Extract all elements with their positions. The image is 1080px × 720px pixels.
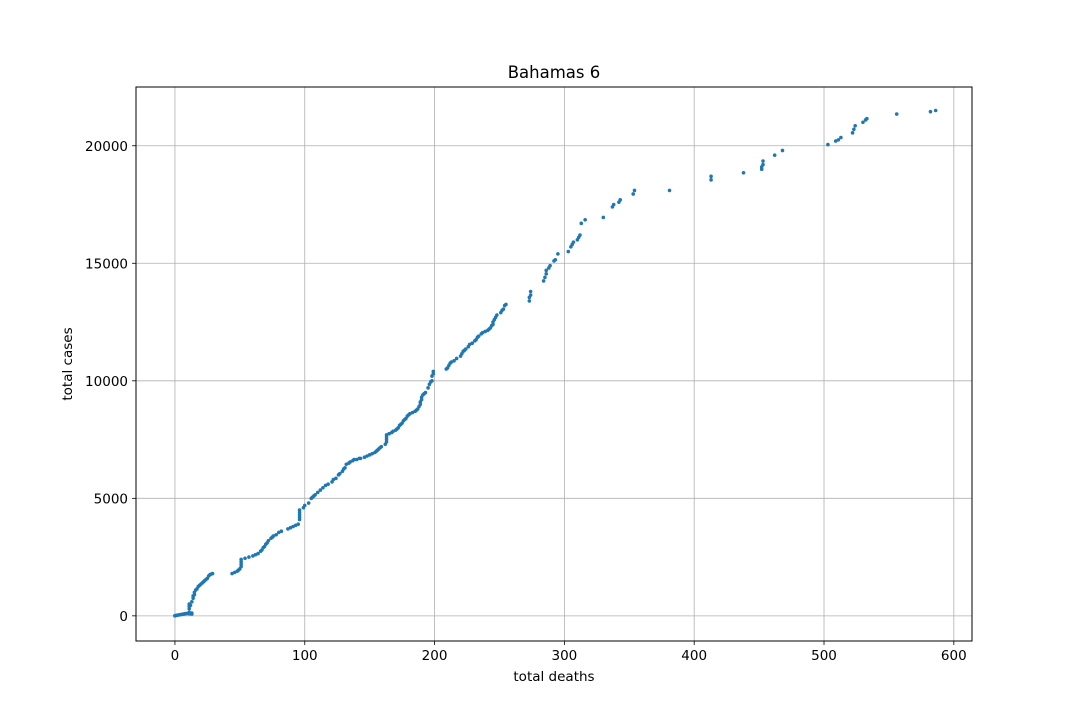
data-point xyxy=(470,341,475,345)
data-point xyxy=(761,159,765,163)
data-point xyxy=(928,109,933,114)
data-point xyxy=(352,457,356,462)
data-point xyxy=(861,120,865,125)
data-point xyxy=(541,279,546,283)
data-point xyxy=(836,138,841,142)
data-point xyxy=(865,116,869,121)
data-point xyxy=(266,538,271,543)
data-point xyxy=(495,313,499,317)
data-point xyxy=(423,390,428,395)
data-point xyxy=(548,263,552,268)
axis-ticks: 0 100 200 300 400 500 600 0 5000 10000 15000 20000 xyxy=(85,139,967,664)
data-point xyxy=(544,272,549,276)
data-point xyxy=(504,302,508,307)
x-tick-label: 100 xyxy=(292,648,318,664)
x-tick-label: 400 xyxy=(681,648,707,664)
data-point xyxy=(852,127,856,132)
data-point xyxy=(318,488,323,492)
data-points xyxy=(173,108,938,618)
data-point xyxy=(631,192,635,196)
data-point xyxy=(556,252,560,256)
data-point xyxy=(297,508,302,512)
data-point xyxy=(528,289,533,294)
data-point xyxy=(274,532,278,537)
data-point xyxy=(279,529,284,534)
x-tick-label: 0 xyxy=(171,648,180,664)
data-point xyxy=(611,202,616,207)
data-point xyxy=(601,215,606,220)
data-point xyxy=(188,603,193,608)
data-point xyxy=(853,123,857,128)
data-point xyxy=(452,359,456,363)
data-point xyxy=(566,249,571,254)
data-point xyxy=(894,112,899,116)
data-point xyxy=(190,611,194,615)
data-point xyxy=(210,571,215,576)
x-axis-label: total deaths xyxy=(513,669,594,685)
data-point xyxy=(243,556,247,561)
data-point xyxy=(302,503,307,508)
data-point xyxy=(618,198,623,202)
data-point xyxy=(839,135,843,140)
data-point xyxy=(256,551,260,556)
data-point xyxy=(476,334,481,338)
x-tick-label: 300 xyxy=(551,648,577,664)
data-point xyxy=(296,522,301,526)
data-point xyxy=(933,108,938,113)
data-point xyxy=(579,221,584,226)
data-point xyxy=(338,471,342,476)
data-point xyxy=(431,369,436,374)
data-point xyxy=(780,148,785,153)
data-point xyxy=(315,490,320,495)
data-point xyxy=(239,557,243,562)
data-point xyxy=(379,444,384,449)
data-point xyxy=(667,188,672,193)
y-tick-label: 15000 xyxy=(85,256,128,272)
data-point xyxy=(553,257,558,262)
data-point xyxy=(571,240,576,244)
data-point xyxy=(343,465,347,470)
data-point xyxy=(501,307,506,311)
data-point xyxy=(430,379,434,383)
grid-lines xyxy=(136,87,972,641)
data-point xyxy=(358,456,363,461)
data-point xyxy=(709,174,713,179)
y-tick-label: 5000 xyxy=(94,491,128,507)
x-tick-label: 200 xyxy=(422,648,448,664)
y-axis-label: total cases xyxy=(60,327,76,400)
data-point xyxy=(528,293,533,297)
data-point xyxy=(463,347,468,351)
data-point xyxy=(527,299,532,303)
x-tick-label: 500 xyxy=(811,648,837,664)
data-point xyxy=(544,268,549,273)
data-point xyxy=(306,501,311,505)
data-point xyxy=(583,218,587,222)
data-point xyxy=(326,482,330,487)
data-point xyxy=(850,131,855,135)
data-point xyxy=(826,142,830,147)
data-point xyxy=(321,485,325,490)
plot-frame xyxy=(135,86,973,642)
y-tick-label: 0 xyxy=(119,609,128,625)
y-tick-label: 10000 xyxy=(85,374,128,390)
y-tick-label: 20000 xyxy=(85,139,128,155)
data-point xyxy=(709,178,713,182)
data-point xyxy=(578,233,582,237)
data-point xyxy=(772,153,777,157)
data-point xyxy=(190,599,194,604)
data-point xyxy=(426,386,430,390)
chart-title: Bahamas 6 xyxy=(508,63,601,82)
data-point xyxy=(247,555,251,559)
data-point xyxy=(454,356,459,361)
data-point xyxy=(334,476,338,481)
data-point xyxy=(543,275,547,280)
data-point xyxy=(313,493,317,497)
x-tick-label: 600 xyxy=(941,648,967,664)
data-point xyxy=(761,162,765,167)
data-point xyxy=(741,170,746,175)
data-point xyxy=(632,188,637,193)
